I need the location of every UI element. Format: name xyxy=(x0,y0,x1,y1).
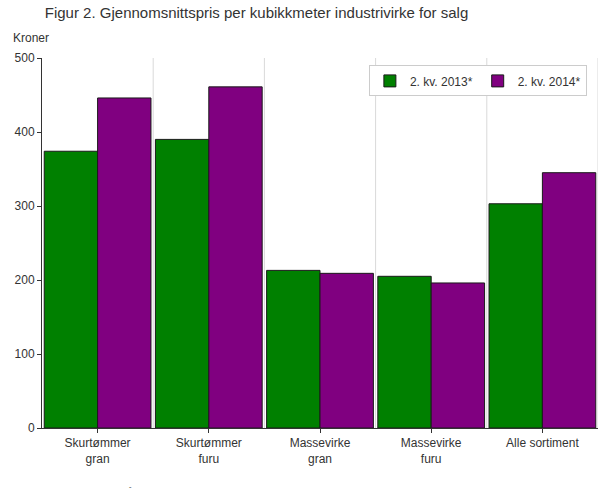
svg-text:400: 400 xyxy=(15,125,35,139)
svg-text:500: 500 xyxy=(15,51,35,65)
svg-text:Skurtømmerfuru: Skurtømmerfuru xyxy=(176,436,242,466)
svg-text:Skurtømmergran: Skurtømmergran xyxy=(65,436,131,466)
svg-text:Kroner: Kroner xyxy=(13,31,49,45)
svg-text:200: 200 xyxy=(15,273,35,287)
svg-text:0: 0 xyxy=(28,421,35,435)
svg-text:Alle sortiment: Alle sortiment xyxy=(506,436,579,450)
svg-text:Kilde: Statistisk sentralbyrå.: Kilde: Statistisk sentralbyrå. xyxy=(13,487,136,488)
svg-text:300: 300 xyxy=(15,199,35,213)
svg-text:Massevirkefuru: Massevirkefuru xyxy=(401,436,462,466)
svg-text:Massevirkegran: Massevirkegran xyxy=(290,436,351,466)
svg-text:100: 100 xyxy=(15,347,35,361)
svg-text:2. kv. 2014*: 2. kv. 2014* xyxy=(518,75,581,89)
svg-text:Figur 2. Gjennomsnittspris per: Figur 2. Gjennomsnittspris per kubikkmet… xyxy=(45,4,469,21)
svg-text:2. kv. 2013*: 2. kv. 2013* xyxy=(410,75,473,89)
